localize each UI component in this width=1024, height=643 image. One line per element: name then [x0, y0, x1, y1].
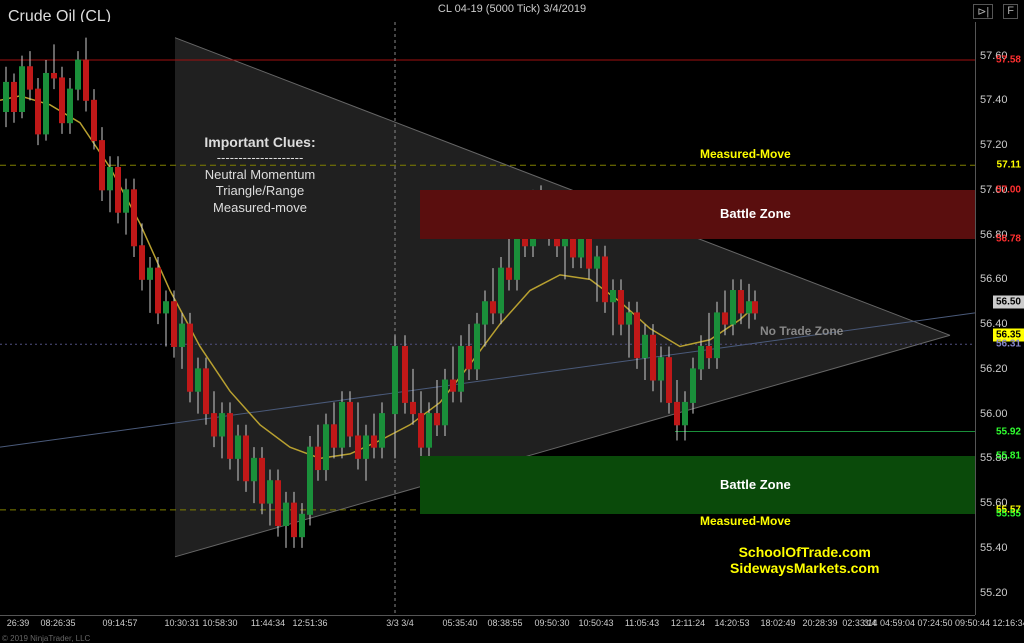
x-tick: 05:35:40	[442, 618, 477, 628]
clues-box: Important Clues:--------------------Neut…	[180, 134, 340, 218]
x-tick: 09:14:57	[102, 618, 137, 628]
price-marker: 55.92	[993, 425, 1024, 438]
y-tick: 57.40	[980, 94, 1008, 106]
zone-label: Battle Zone	[720, 206, 791, 221]
x-tick: 20:28:39	[802, 618, 837, 628]
y-tick: 55.40	[980, 542, 1008, 554]
x-tick: 12:51:36	[292, 618, 327, 628]
x-axis: 26:39 08:26:35 09:14:57 10:30:3110:58:30 11:…	[0, 615, 975, 633]
x-tick: 08:38:55	[487, 618, 522, 628]
x-tick: 10:30:31	[164, 618, 199, 628]
y-tick: 56.00	[980, 408, 1008, 420]
price-marker: 55.81	[993, 450, 1024, 463]
price-marker: 57.11	[994, 159, 1024, 172]
top-icons: ⊳| F	[973, 4, 1018, 19]
price-marker: 57.00	[993, 183, 1024, 196]
x-tick: 02:33:14 04:59:04 07:24:50 09:50:44 12:1…	[842, 618, 1024, 628]
watermark: SchoolOfTrade.comSidewaysMarkets.com	[730, 544, 879, 576]
chart-annotation: No Trade Zone	[760, 324, 843, 338]
contract-title: CL 04-19 (5000 Tick) 3/4/2019	[0, 3, 1024, 15]
y-tick: 56.60	[980, 273, 1008, 285]
battle-zone	[420, 190, 975, 239]
f-icon[interactable]: F	[1003, 4, 1018, 19]
y-tick: 56.20	[980, 363, 1008, 375]
x-tick: 14:20:53	[714, 618, 749, 628]
price-marker: 57.58	[993, 54, 1024, 67]
y-tick: 57.20	[980, 139, 1008, 151]
copyright: © 2019 NinjaTrader, LLC	[2, 634, 90, 643]
battle-zone	[420, 456, 975, 514]
x-tick: 12:11:24	[671, 618, 705, 628]
x-tick: 18:02:49	[760, 618, 795, 628]
y-tick: 55.20	[980, 587, 1008, 599]
zone-label: Battle Zone	[720, 477, 791, 492]
price-marker: 55.55	[993, 508, 1024, 521]
x-tick: 11:05:43	[625, 618, 659, 628]
x-tick: 08:26:35	[40, 618, 75, 628]
price-marker: 56.78	[993, 233, 1024, 246]
y-axis: 55.2055.4055.6055.8056.0056.2056.4056.60…	[975, 22, 1024, 615]
plot-area[interactable]: Battle Zone Battle Zone Measured-Move Measu…	[0, 22, 975, 615]
price-marker: 56.50	[993, 295, 1024, 308]
chart-annotation: Measured-Move	[700, 147, 791, 161]
x-tick: 26:39	[7, 618, 30, 628]
chart-annotation: Measured-Move	[700, 514, 791, 528]
price-marker: 56.31	[993, 338, 1024, 351]
x-tick: 11:44:34	[251, 618, 285, 628]
chart-container: CL 04-19 (5000 Tick) 3/4/2019 Crude Oil …	[0, 0, 1024, 643]
x-tick: 10:50:43	[578, 618, 613, 628]
skip-icon[interactable]: ⊳|	[973, 4, 993, 19]
x-tick: 3/3 3/4	[386, 618, 414, 628]
x-tick: 10:58:30	[202, 618, 237, 628]
x-tick: 09:50:30	[534, 618, 569, 628]
